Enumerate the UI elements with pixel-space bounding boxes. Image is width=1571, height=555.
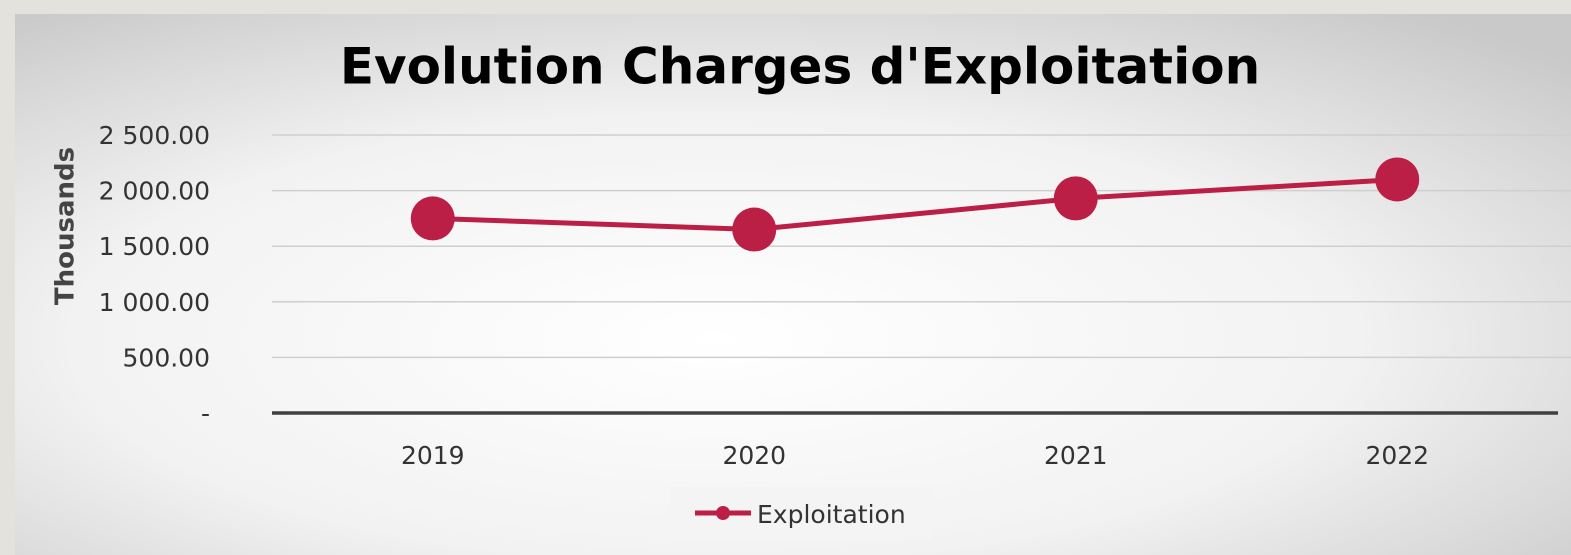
y-tick-label: -	[201, 399, 210, 428]
y-axis-label: Thousands	[51, 147, 81, 305]
y-tick-label: 2 500.00	[99, 121, 210, 150]
y-tick-label: 2 000.00	[99, 177, 210, 206]
chart-title: Evolution Charges d'Exploitation	[340, 38, 1260, 96]
line	[432, 176, 1398, 233]
x-tick-label: 2019	[401, 441, 465, 470]
x-tick-label: 2020	[722, 441, 786, 470]
y-tick-label: 1 000.00	[99, 288, 210, 317]
point	[732, 207, 777, 252]
x-tick-label: 2022	[1365, 441, 1429, 470]
legend-marker	[716, 506, 730, 520]
plot-background	[15, 14, 1571, 555]
x-tick-label: 2021	[1044, 441, 1108, 470]
point	[410, 196, 455, 241]
point	[1375, 157, 1420, 202]
y-tick-label: 500.00	[123, 343, 210, 372]
point	[1053, 176, 1098, 221]
y-tick-label: 1 500.00	[99, 232, 210, 261]
legend-label: Exploitation	[757, 500, 906, 529]
